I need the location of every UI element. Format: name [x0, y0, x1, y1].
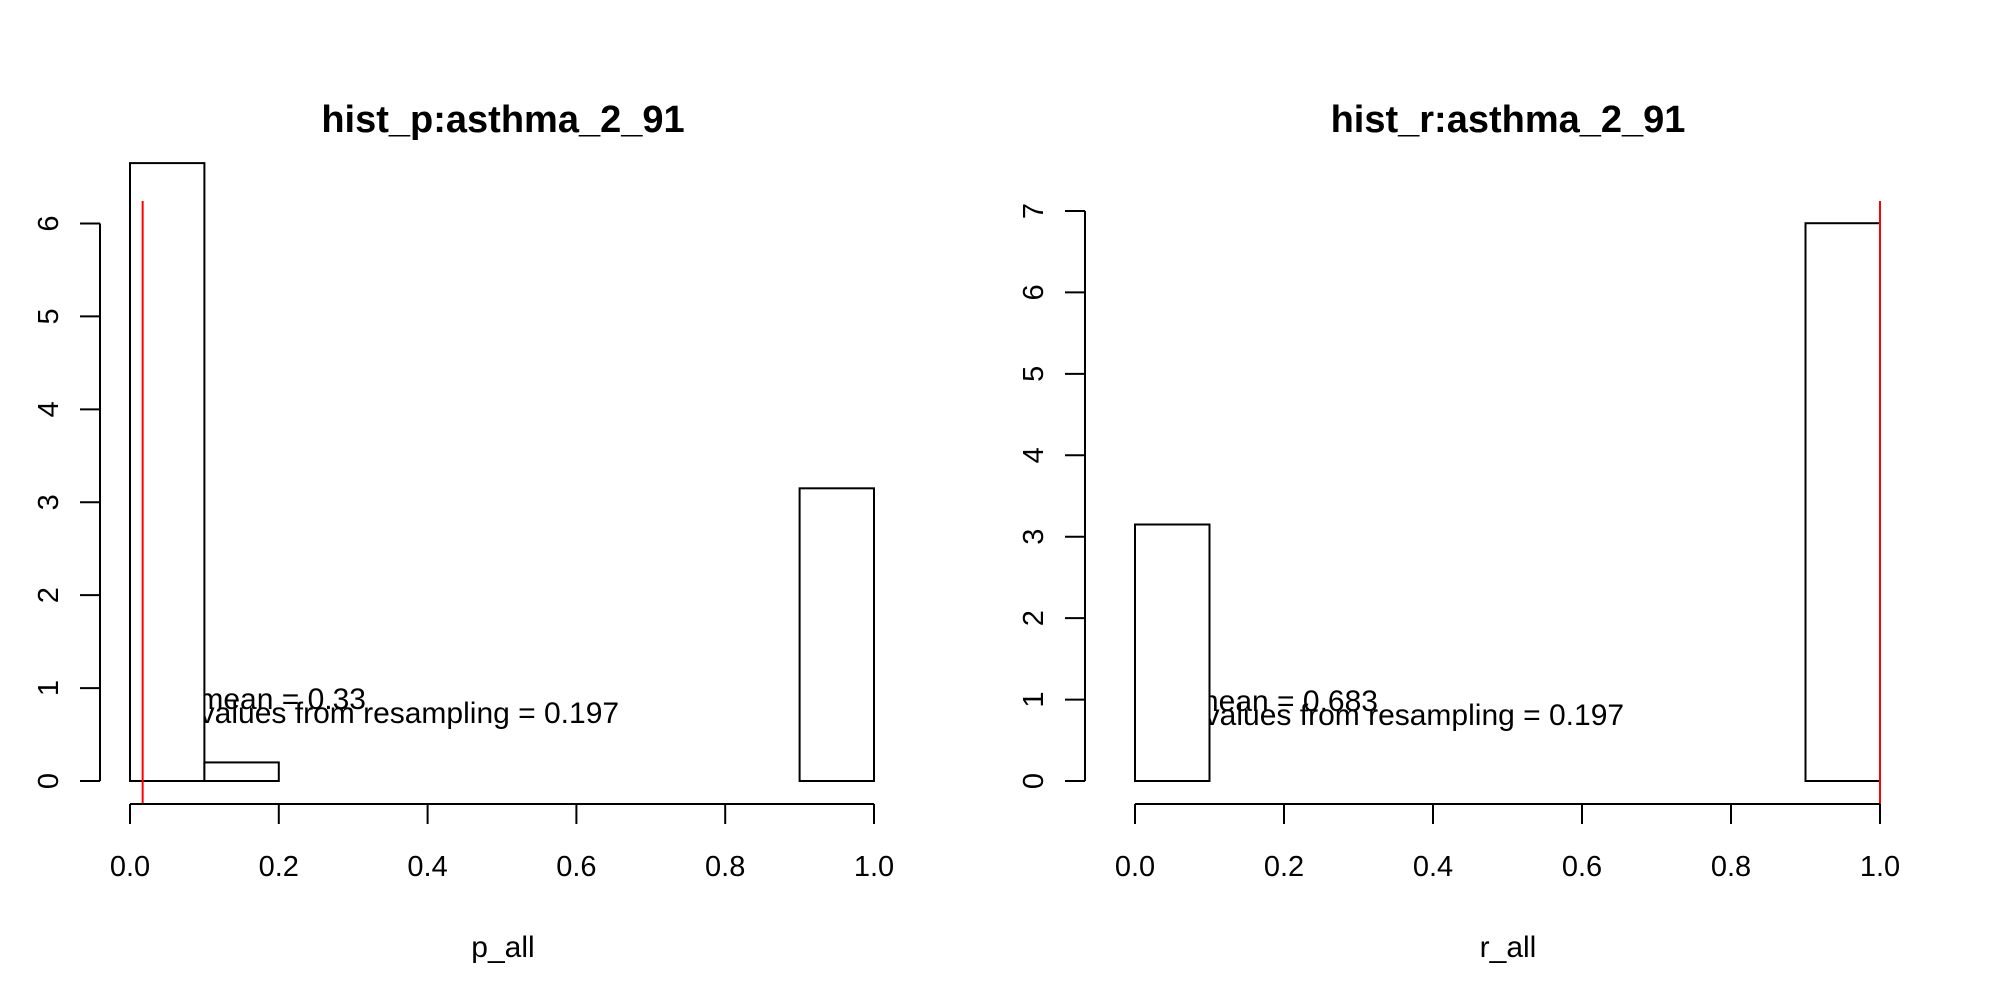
x-tick-label: 0.2: [259, 851, 299, 883]
y-tick-label: 7: [1018, 203, 1050, 219]
x-tick-label: 1.0: [854, 851, 894, 883]
histogram-panel-p: hist_p:asthma_2_91 p_all p_mean = 0.33 p…: [33, 99, 894, 964]
y-tick-label: 6: [1018, 284, 1050, 300]
histogram-bar: [798, 487, 875, 782]
y-tick-label: 0: [33, 773, 65, 789]
histogram-bar: [203, 761, 280, 783]
y-tick-label: 6: [33, 215, 65, 231]
y-tick-label: 4: [33, 401, 65, 417]
y-tick-label: 1: [1018, 692, 1050, 708]
y-tick-label: 3: [1018, 529, 1050, 545]
x-tick-label: 0.8: [1711, 851, 1751, 883]
chart-title: hist_r:asthma_2_91: [1331, 99, 1686, 141]
y-tick-label: 4: [1018, 447, 1050, 463]
chart-title: hist_p:asthma_2_91: [321, 99, 684, 141]
x-tick-label: 0.6: [556, 851, 596, 883]
x-axis-label: r_all: [1480, 931, 1537, 964]
x-tick-label: 0.8: [705, 851, 745, 883]
y-tick-label: 2: [1018, 610, 1050, 626]
resampling-annotation: pvalues from resampling = 0.197: [1188, 699, 1624, 732]
x-axis-label: p_all: [471, 931, 534, 964]
y-tick-label: 3: [33, 494, 65, 510]
x-tick-label: 0.2: [1264, 851, 1304, 883]
histogram-bar: [1804, 222, 1881, 782]
resampling-annotation: pvalues from resampling = 0.197: [183, 697, 619, 730]
x-tick-label: 0.4: [407, 851, 447, 883]
x-tick-label: 0.0: [1115, 851, 1155, 883]
y-tick-label: 0: [1018, 773, 1050, 789]
histogram-bar: [1134, 523, 1211, 782]
x-tick-label: 0.0: [110, 851, 150, 883]
histogram-panel-r: hist_r:asthma_2_91 r_all r_mean = 0.683 …: [1018, 99, 1900, 964]
y-tick-label: 2: [33, 587, 65, 603]
histogram-bar: [129, 162, 206, 782]
y-tick-label: 5: [1018, 366, 1050, 382]
x-tick-label: 0.4: [1413, 851, 1453, 883]
y-tick-label: 1: [33, 680, 65, 696]
y-tick-label: 5: [33, 308, 65, 324]
x-tick-label: 0.6: [1562, 851, 1602, 883]
x-tick-label: 1.0: [1860, 851, 1900, 883]
